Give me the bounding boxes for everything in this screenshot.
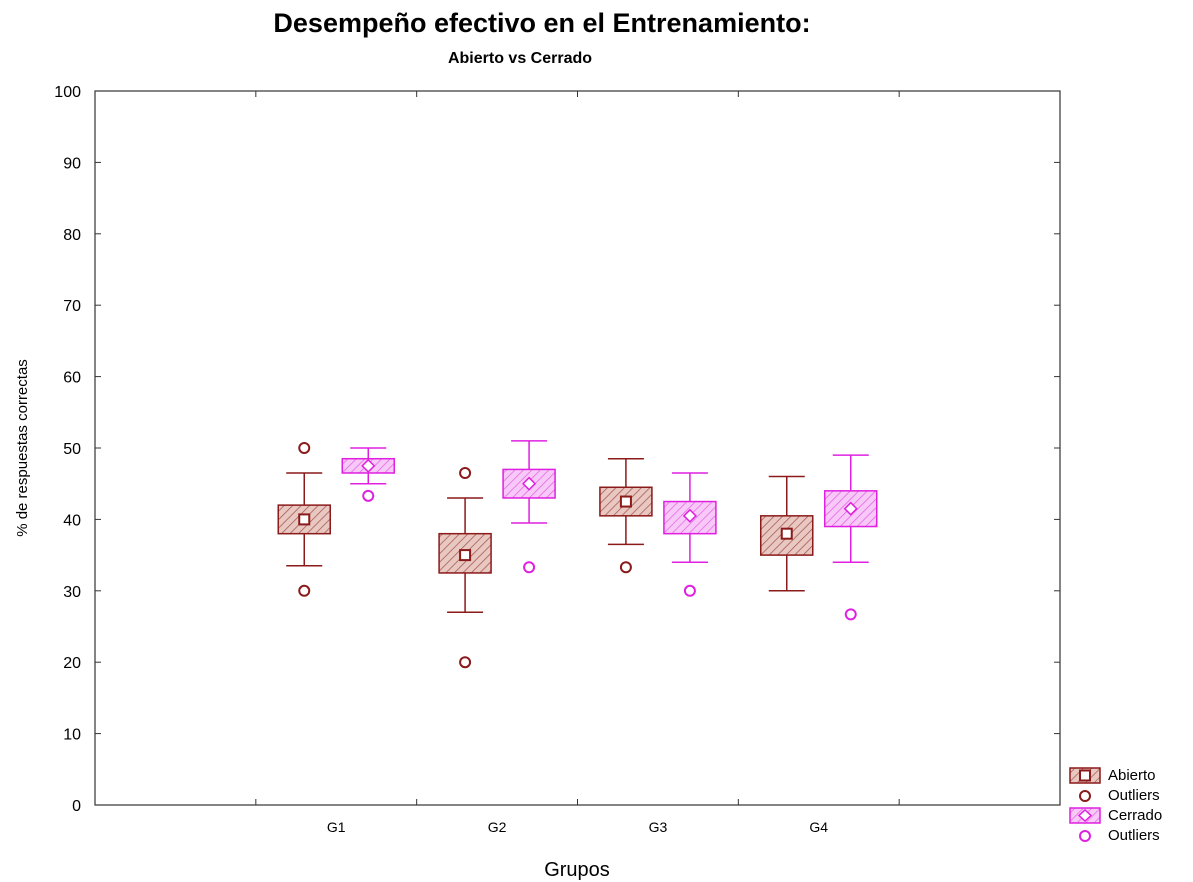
median-marker: [459, 549, 472, 562]
box-cerrado-g3: [663, 472, 717, 597]
outlier-point: [523, 561, 536, 574]
median-marker: [298, 513, 311, 526]
legend-item: Outliers: [1068, 826, 1193, 845]
plot-area: [94, 90, 1061, 806]
legend-label: Cerrado: [1108, 807, 1163, 824]
y-tick-label: 90: [63, 155, 81, 172]
x-tick-label: G2: [488, 819, 507, 835]
legend-outlier-swatch: [1068, 826, 1102, 845]
outlier-point: [844, 608, 857, 621]
y-axis-title: % de respuestas correctas: [14, 359, 31, 537]
legend-item: Outliers: [1068, 786, 1193, 805]
box-abierto-g3: [599, 457, 653, 574]
y-tick-label: 60: [63, 370, 81, 387]
legend-label: Outliers: [1108, 787, 1160, 804]
outlier-point: [298, 442, 311, 454]
y-axis: 0 10 20 30 40 50 60 70 80 90 100: [54, 84, 1060, 815]
legend-box-swatch: [1068, 766, 1102, 785]
legend-item: Abierto: [1068, 766, 1193, 785]
legend-diamond-marker: [1077, 808, 1093, 823]
legend-circle-marker: [1079, 790, 1091, 802]
box-abierto-g4: [760, 475, 814, 592]
y-tick-label: 10: [63, 727, 81, 744]
iqr-box: [277, 504, 331, 535]
outlier-point: [298, 584, 311, 597]
legend: Abierto Outliers Cerrado Outliers: [1068, 766, 1193, 846]
box-abierto-g1: [277, 442, 331, 597]
legend-label: Outliers: [1108, 827, 1160, 844]
median-marker: [619, 495, 632, 508]
y-tick-label: 70: [63, 298, 81, 315]
median-marker: [843, 501, 858, 516]
chart-subtitle: Abierto vs Cerrado: [447, 50, 593, 67]
y-tick-label: 80: [63, 227, 81, 244]
x-axis-title: Grupos: [544, 859, 610, 881]
outlier-point: [459, 466, 472, 479]
y-tick-label: 20: [63, 655, 81, 672]
y-tick-label: 40: [63, 512, 81, 529]
chart-title: Desempeño efectivo en el Entrenamiento:: [273, 8, 811, 38]
legend-outlier-swatch: [1068, 786, 1102, 805]
box-series: [277, 440, 878, 669]
outlier-point: [459, 656, 472, 669]
box-cerrado-g4: [824, 454, 878, 621]
y-tick-label: 50: [63, 441, 81, 458]
legend-item: Cerrado: [1068, 806, 1193, 825]
outlier-point: [683, 584, 696, 597]
median-marker: [682, 508, 697, 523]
legend-circle-marker: [1079, 830, 1091, 842]
legend-box-swatch: [1068, 806, 1102, 825]
median-marker: [361, 458, 376, 473]
outlier-point: [362, 489, 375, 502]
box-abierto-g2: [438, 466, 492, 669]
box-cerrado-g1: [341, 447, 395, 502]
y-tick-label: 0: [72, 798, 81, 815]
x-tick-label: G3: [649, 819, 668, 835]
outlier-point: [619, 561, 632, 574]
legend-square-marker: [1079, 769, 1091, 782]
median-marker: [522, 476, 537, 491]
median-marker: [780, 527, 793, 540]
x-tick-label: G1: [327, 819, 346, 835]
x-axis: G1 G2 G3 G4: [255, 91, 900, 835]
x-tick-label: G4: [809, 819, 828, 835]
y-tick-label: 30: [63, 584, 81, 601]
y-tick-label: 100: [54, 84, 81, 101]
legend-label: Abierto: [1108, 767, 1156, 784]
box-cerrado-g2: [502, 440, 556, 574]
